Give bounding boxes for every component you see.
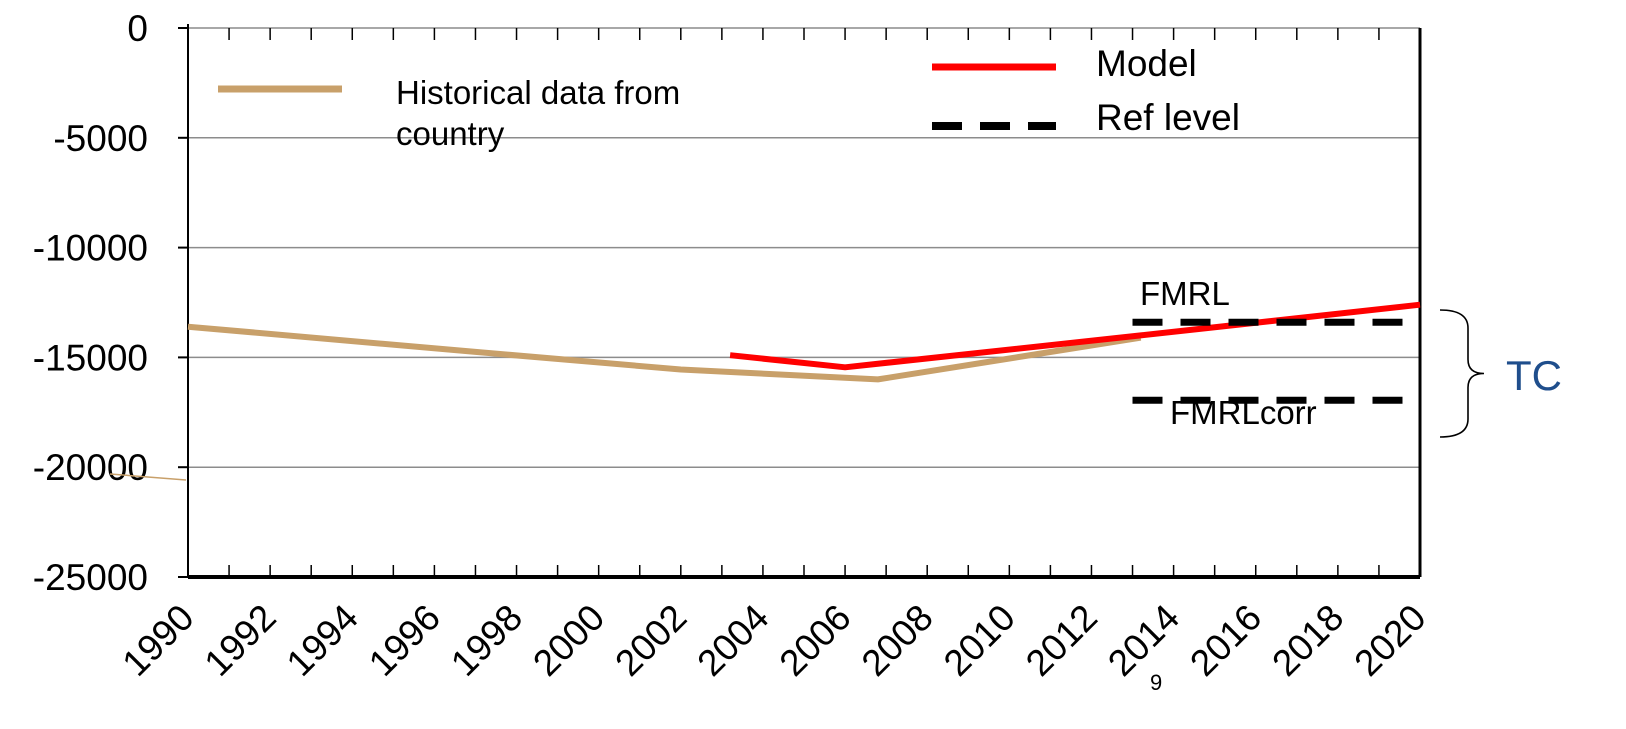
y-tick-label: -25000 — [33, 557, 148, 598]
y-tick-label: 0 — [127, 8, 148, 49]
tc-brace — [1439, 309, 1485, 438]
stray-line — [109, 473, 187, 481]
y-tick-label: -10000 — [33, 228, 148, 269]
series-layer — [109, 301, 1421, 481]
x-tick-label: 2006 — [772, 597, 859, 684]
legend-label-model: Model — [1096, 43, 1197, 84]
annotation-fmrlcorr: FMRLcorr — [1170, 394, 1317, 431]
x-tick-label: 2008 — [854, 597, 941, 684]
series-line — [187, 323, 1142, 383]
x-tick-label: 2002 — [607, 597, 694, 684]
annotations: FMRL FMRLcorr TC 9 — [1140, 275, 1562, 695]
x-tick-label: 2018 — [1264, 597, 1351, 684]
x-tick-label: 1998 — [443, 597, 530, 684]
y-tick-label: -15000 — [33, 337, 148, 378]
legend-label-historical-line2: country — [396, 115, 505, 152]
x-tick-label: 2012 — [1018, 597, 1105, 684]
page-number: 9 — [1150, 670, 1162, 695]
x-tick-label: 1992 — [197, 597, 284, 684]
x-tick-label: 2004 — [689, 597, 776, 684]
x-tick-label: 1996 — [361, 597, 448, 684]
y-tick-label: -20000 — [33, 447, 148, 488]
x-tick-label: 2020 — [1346, 597, 1433, 684]
annotation-tc: TC — [1506, 352, 1562, 399]
x-tick-label: 2000 — [525, 597, 612, 684]
x-tick-label: 1990 — [114, 597, 201, 684]
x-tick-label: 2010 — [936, 597, 1023, 684]
legend-label-ref-level: Ref level — [1096, 97, 1240, 138]
annotation-fmrl: FMRL — [1140, 275, 1230, 312]
y-axis: 0 -5000 -10000 -15000 -20000 -25000 — [33, 8, 1422, 598]
x-tick-label: 1994 — [279, 597, 366, 684]
y-tick-label: -5000 — [53, 118, 148, 159]
legend-label-historical: Historical data from — [396, 74, 680, 111]
legend: Historical data from country Model Ref leve… — [218, 43, 1240, 152]
x-tick-label: 2016 — [1182, 597, 1269, 684]
x-tick-label: 2014 — [1100, 597, 1187, 684]
